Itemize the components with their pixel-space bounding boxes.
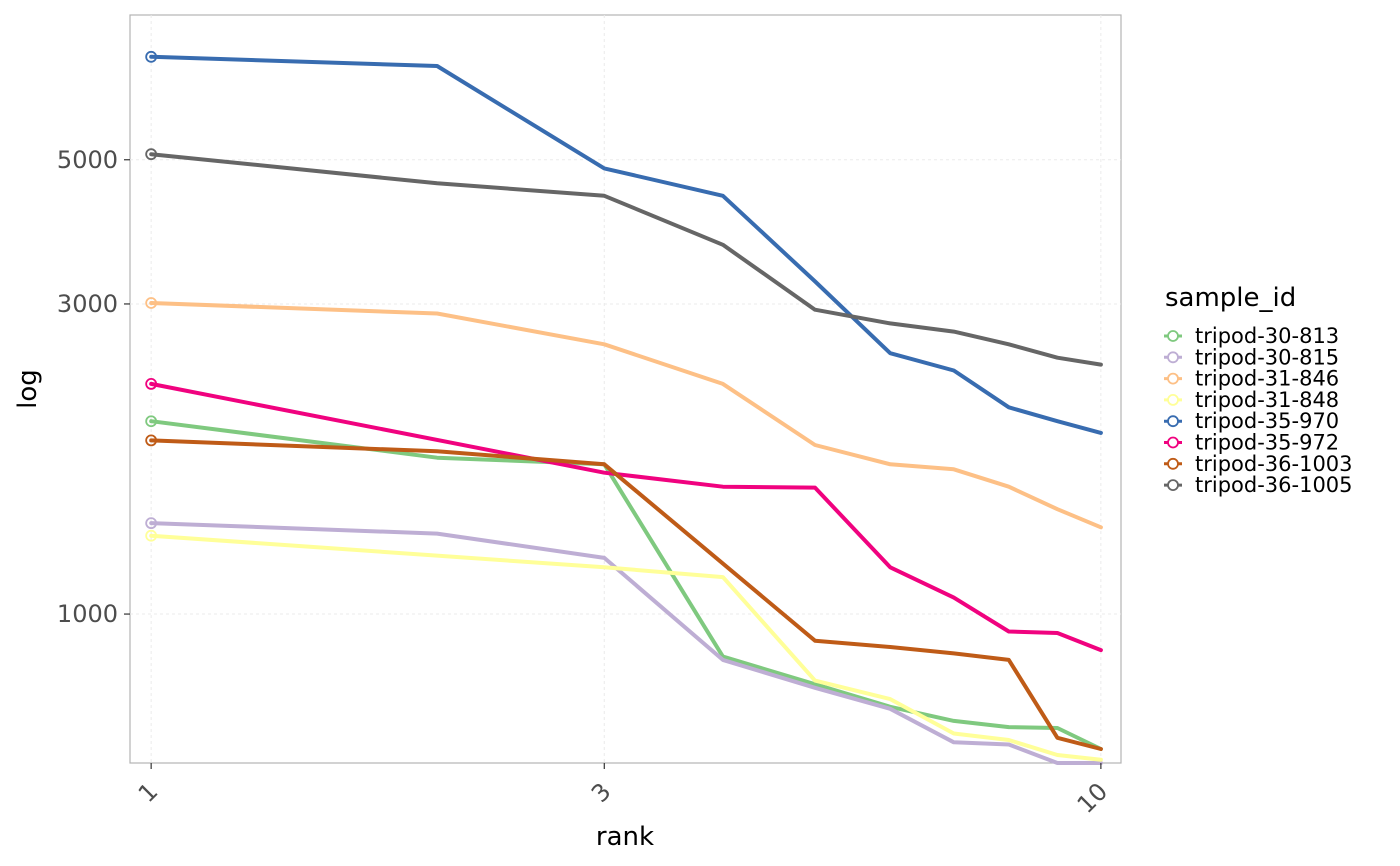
- series-point-tripod-35-970: [145, 50, 158, 63]
- legend-label-tripod-31-846: tripod-31-846: [1195, 367, 1339, 391]
- x-axis-title: rank: [596, 822, 654, 852]
- series-point-tripod-36-1003: [145, 434, 158, 447]
- x-tick-label-10: 10: [1072, 777, 1113, 818]
- legend-label-tripod-36-1005: tripod-36-1005: [1195, 473, 1353, 497]
- legend-items: tripod-30-813tripod-30-815tripod-31-846t…: [1164, 324, 1353, 497]
- legend-label-tripod-36-1003: tripod-36-1003: [1195, 452, 1353, 476]
- legend-title: sample_id: [1165, 283, 1296, 313]
- plot-background: [129, 14, 1122, 764]
- legend-label-tripod-35-972: tripod-35-972: [1195, 431, 1339, 455]
- legend-swatch-point-tripod-36-1003: [1167, 457, 1179, 470]
- legend-swatch-point-tripod-31-848: [1167, 393, 1179, 406]
- series-point-tripod-31-846: [145, 297, 158, 309]
- legend-swatch-point-tripod-31-846: [1167, 372, 1179, 385]
- series-point-tripod-36-1005: [145, 148, 158, 161]
- series-line-tripod-35-972: [149, 381, 1103, 653]
- series-line-tripod-31-848: [149, 533, 1103, 762]
- series-line-tripod-31-846: [149, 301, 1103, 530]
- y-tick-label-3000: 3000: [57, 290, 118, 318]
- y-tick-label-1000: 1000: [57, 600, 118, 628]
- x-tick-label-3: 3: [586, 777, 617, 808]
- legend-label-tripod-30-813: tripod-30-813: [1195, 324, 1339, 348]
- legend-swatch-point-tripod-35-970: [1167, 415, 1179, 428]
- legend-swatch-point-tripod-30-815: [1167, 351, 1179, 364]
- series-point-tripod-30-813: [145, 415, 158, 428]
- series-line-tripod-36-1003: [149, 438, 1103, 751]
- legend-label-tripod-31-848: tripod-31-848: [1195, 388, 1339, 412]
- y-tick-label-5000: 5000: [57, 146, 118, 174]
- series-point-tripod-30-815: [145, 517, 158, 530]
- series-layer: [145, 50, 1103, 765]
- series-line-tripod-36-1005: [149, 152, 1103, 367]
- legend-swatch-point-tripod-30-813: [1167, 330, 1179, 342]
- legend-label-tripod-35-970: tripod-35-970: [1195, 409, 1339, 433]
- x-tick-label-1: 1: [133, 777, 164, 808]
- legend-label-tripod-30-815: tripod-30-815: [1195, 345, 1339, 369]
- legend-swatch-point-tripod-36-1005: [1167, 479, 1179, 492]
- legend-swatch-point-tripod-35-972: [1167, 436, 1179, 449]
- legend: sample_id tripod-30-813tripod-30-815trip…: [1164, 283, 1353, 497]
- y-axis-title: log: [13, 369, 43, 409]
- series-point-tripod-31-848: [145, 529, 158, 542]
- series-point-tripod-35-972: [145, 378, 158, 390]
- series-line-tripod-30-815: [149, 521, 1103, 765]
